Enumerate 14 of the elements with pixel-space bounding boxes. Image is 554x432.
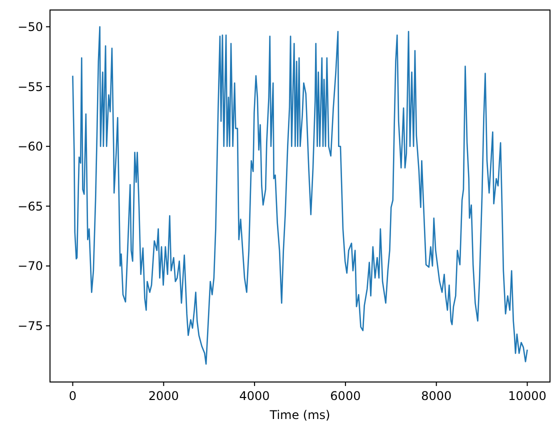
x-tick-label: 10000 (508, 389, 546, 403)
x-axis-title: Time (ms) (268, 408, 330, 422)
x-tick-label: 6000 (330, 389, 361, 403)
x-tick-label: 4000 (239, 389, 270, 403)
x-tick-label: 8000 (421, 389, 452, 403)
y-tick-label: −75 (18, 318, 43, 333)
y-tick-label: −50 (18, 20, 43, 34)
line-series (72, 26, 528, 365)
y-tick-label: −65 (18, 199, 43, 214)
y-tick-label: −55 (18, 80, 43, 94)
y-tick-label: −60 (18, 140, 43, 154)
x-tick-label: 0 (68, 389, 77, 403)
x-tick-label: 2000 (148, 389, 179, 403)
y-tick-label: −70 (18, 259, 43, 274)
